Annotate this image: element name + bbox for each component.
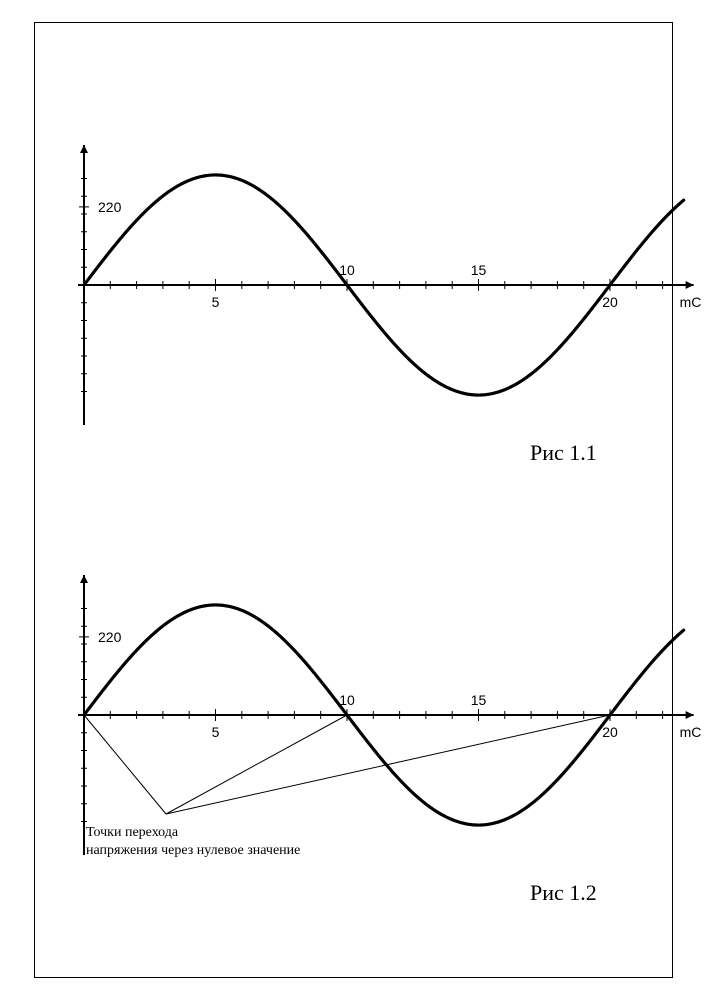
zero-crossing-annotation: Точки перехода напряжения через нулевое …	[86, 824, 300, 859]
caption-1: Рис 1.1	[530, 440, 597, 466]
svg-text:220: 220	[98, 199, 122, 215]
caption-2: Рис 1.2	[530, 880, 597, 906]
svg-text:15: 15	[471, 692, 487, 708]
svg-text:20: 20	[602, 294, 618, 310]
svg-text:mC: mC	[680, 724, 702, 740]
svg-text:5: 5	[212, 294, 220, 310]
svg-text:15: 15	[471, 262, 487, 278]
svg-text:mC: mC	[680, 294, 702, 310]
svg-text:20: 20	[602, 724, 618, 740]
chart-1: 5101520mC220	[54, 130, 694, 440]
page: 5101520mC220 Рис 1.1 5101520mC220 Рис 1.…	[0, 0, 707, 1000]
svg-text:5: 5	[212, 724, 220, 740]
svg-text:220: 220	[98, 629, 122, 645]
